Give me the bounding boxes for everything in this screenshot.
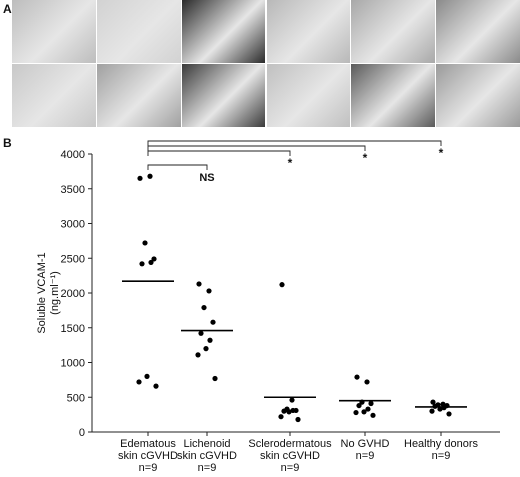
x-tick-label: Edematous (120, 438, 176, 450)
data-point (198, 330, 204, 336)
y-tick-label: 3000 (61, 219, 85, 231)
data-point (212, 375, 218, 382)
data-point (278, 414, 284, 420)
data-point (153, 383, 159, 389)
data-point (295, 416, 301, 423)
data-point (142, 240, 148, 246)
data-point (195, 352, 201, 358)
y-tick-label: 0 (79, 427, 85, 439)
significance-label: * (288, 156, 293, 170)
photo-skin-bottom (436, 64, 520, 127)
data-point (353, 409, 359, 416)
x-tick-label: Healthy donors (404, 438, 478, 450)
significance-label: * (439, 146, 444, 160)
x-tick-label: No GVHD (341, 438, 390, 450)
photo-skin-top (436, 0, 520, 63)
photo-edematous-foot-2-top (96, 0, 181, 63)
data-point (210, 319, 216, 325)
y-tick-label: 2000 (61, 288, 85, 300)
data-point (147, 173, 153, 179)
data-point (429, 408, 435, 414)
y-axis-label: Soluble VCAM-1 (36, 252, 48, 333)
data-point (365, 406, 371, 412)
x-tick-label: Lichenoid (183, 438, 230, 450)
panel-b-label: B (3, 136, 12, 150)
data-point (368, 400, 374, 407)
photo-edematous-foot-bottom (12, 64, 96, 127)
data-point (289, 397, 295, 403)
photo-dark-foot-top (181, 0, 266, 63)
photo-edematous-foot-2-bottom (96, 64, 181, 127)
photo-dark-foot-bottom (181, 64, 266, 127)
x-tick-label: skin cGVHD (260, 450, 320, 462)
data-point (361, 409, 367, 415)
x-tick-label: skin cGVHD (177, 450, 237, 462)
significance-bracket (147, 140, 442, 146)
significance-bracket (147, 164, 208, 170)
data-point (370, 412, 376, 418)
x-tick-label: n=9 (281, 462, 300, 474)
y-tick-label: 2500 (61, 253, 85, 265)
photo-edematous-foot-top (12, 0, 96, 63)
x-tick-label: n=9 (432, 450, 451, 462)
x-tick-label: skin cGVHD (118, 450, 178, 462)
data-point (148, 259, 154, 266)
x-tick-label: n=9 (356, 450, 375, 462)
x-tick-label: n=9 (198, 462, 217, 474)
y-axis-label-unit: (ng.ml⁻¹) (49, 271, 61, 315)
data-point (430, 399, 436, 405)
data-point (206, 288, 212, 294)
data-point (356, 402, 362, 409)
significance-label: NS (199, 172, 214, 184)
data-point (364, 379, 370, 385)
data-point (281, 408, 287, 414)
significance-bracket (147, 150, 291, 156)
data-point (446, 411, 452, 417)
data-point (279, 282, 285, 288)
y-tick-label: 3500 (61, 184, 85, 196)
photo-leg-bottom (266, 64, 351, 127)
data-point (201, 304, 207, 311)
y-tick-label: 1500 (61, 323, 85, 335)
photo-leg-2-top (351, 0, 436, 63)
panel-a-label: A (3, 2, 12, 16)
data-point (144, 373, 150, 379)
x-tick-label: Sclerodermatous (248, 438, 332, 450)
significance-label: * (363, 151, 368, 165)
data-point (354, 374, 360, 380)
clinical-photo-grid (12, 0, 520, 127)
y-tick-label: 1000 (61, 358, 85, 370)
data-point (203, 346, 209, 352)
x-tick-label: n=9 (139, 462, 158, 474)
photo-leg-2-bottom (351, 64, 436, 127)
data-point (137, 175, 143, 181)
photo-leg-top (266, 0, 351, 63)
data-point (136, 379, 142, 385)
data-point (207, 337, 213, 343)
data-point (286, 409, 292, 415)
significance-bracket (147, 145, 366, 151)
y-tick-label: 4000 (61, 149, 85, 161)
data-point (290, 407, 296, 414)
data-point (196, 281, 202, 287)
data-point (139, 261, 145, 267)
y-tick-label: 500 (67, 392, 85, 404)
data-point (151, 256, 157, 262)
